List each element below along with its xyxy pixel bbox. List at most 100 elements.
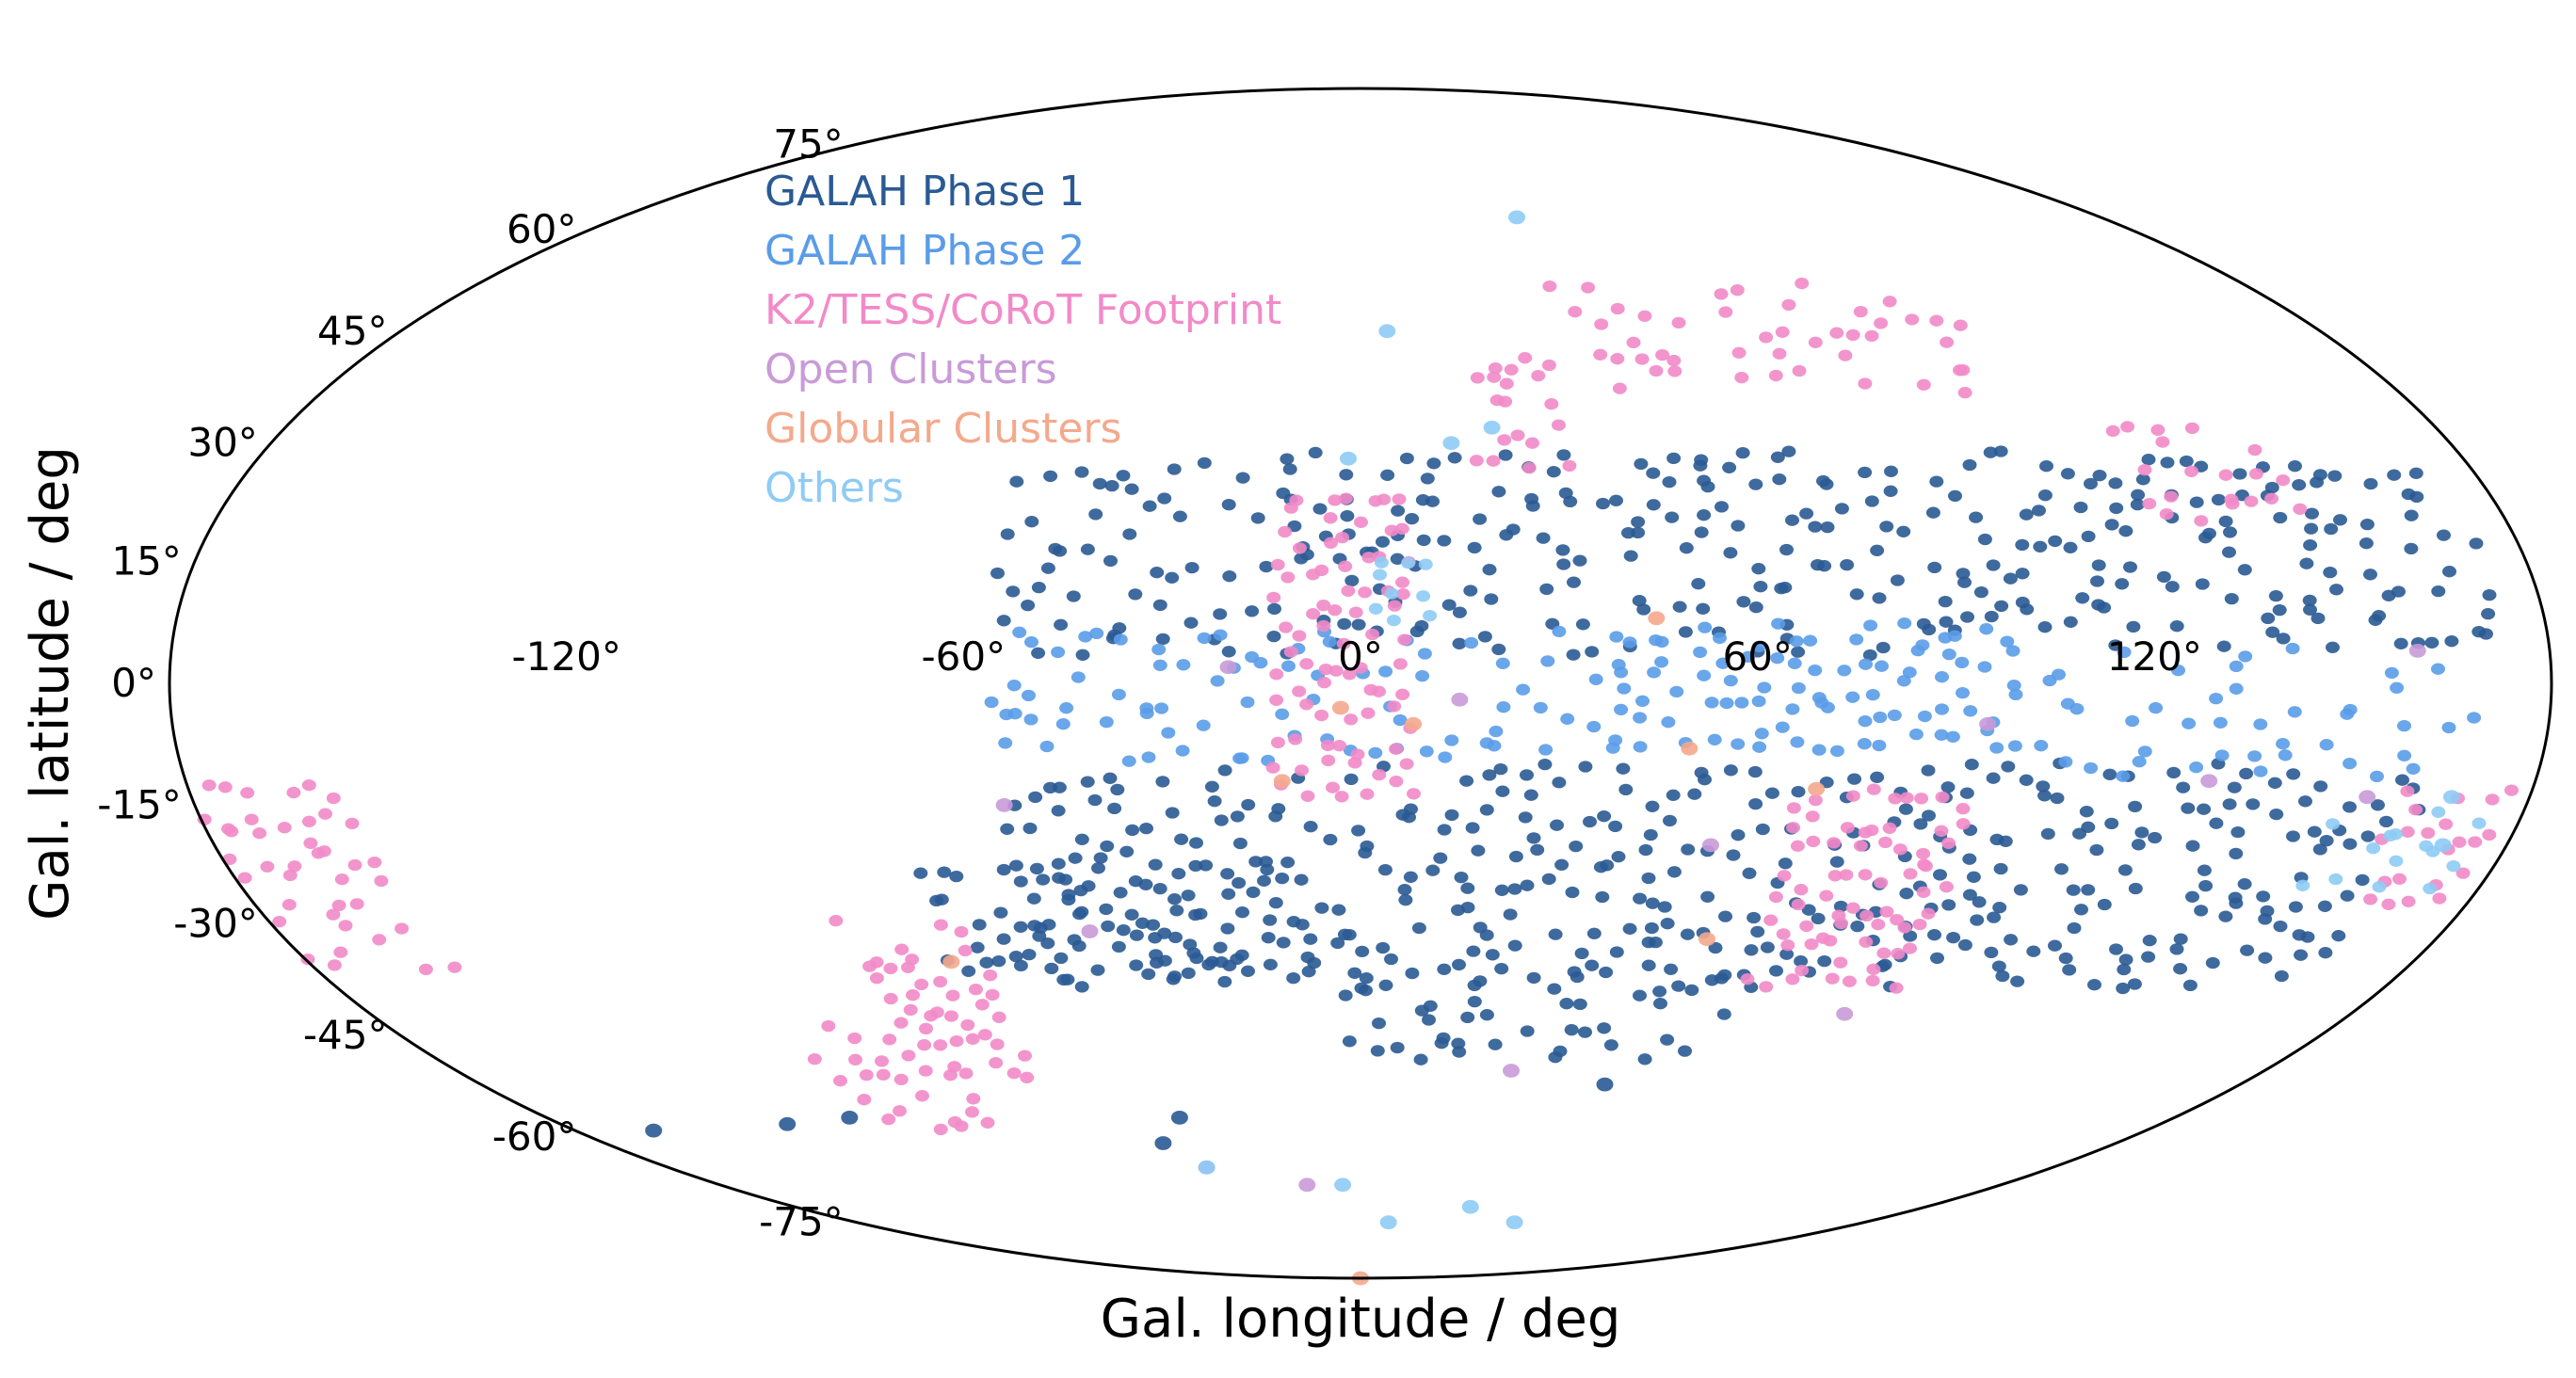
galah-phase-1-point [1054,618,1069,631]
galah-phase-1-point [1972,896,1987,908]
k2-tess-corot-footprint-point [1939,881,1954,893]
galah-phase-2-point [2370,770,2384,783]
galah-phase-1-point [1125,824,1140,837]
k2-tess-corot-footprint-point [2485,793,2500,806]
galah-phase-1-point [2319,834,2334,847]
galah-phase-1-point [2073,501,2088,514]
globular-clusters-point [1681,741,1699,756]
galah-phase-1-point [961,965,976,977]
galah-phase-1-point [1637,1053,1652,1066]
k2-tess-corot-footprint-point [1842,975,1857,987]
galah-phase-1-point [1103,554,1118,568]
galah-phase-1-point [2229,847,2244,860]
k2-tess-corot-footprint-point [277,822,292,834]
k2-tess-corot-footprint-point [914,978,929,991]
k2-tess-corot-footprint-point [1858,869,1873,881]
galah-phase-1-point [1507,939,1522,952]
data-points [197,210,2519,1286]
galah-phase-1-point [1460,901,1475,914]
k2-tess-corot-footprint-point [1342,668,1357,681]
galah-phase-1-point [1645,800,1660,812]
others-point [2372,881,2387,893]
galah-phase-1-point [1347,967,1362,979]
galah-phase-1-point [1220,868,1235,880]
galah-phase-1-point [1791,785,1806,798]
galah-phase-1-point [645,1123,663,1138]
k2-tess-corot-footprint-point [1781,298,1796,312]
k2-tess-corot-footprint-point [2468,836,2483,848]
y-tick-label: 15° [111,538,181,585]
k2-tess-corot-footprint-point [374,874,389,888]
k2-tess-corot-footprint-point [833,1075,847,1087]
galah-phase-1-point [1041,919,1056,931]
galah-phase-1-point [2141,951,2156,963]
galah-phase-1-point [1204,780,1219,793]
galah-phase-1-point [1031,647,1046,659]
galah-phase-1-point [1234,949,1249,961]
galah-phase-1-point [1217,764,1232,777]
galah-phase-1-point [1921,764,1936,777]
others-point [2295,879,2310,891]
k2-tess-corot-footprint-point [933,919,948,931]
k2-tess-corot-footprint-point [1759,331,1774,344]
galah-phase-1-point [2108,477,2123,489]
galah-phase-1-point [1680,928,1695,940]
galah-phase-2-point [1731,738,1746,750]
galah-phase-1-point [1119,845,1135,857]
k2-tess-corot-footprint-point [394,922,410,935]
galah-phase-2-point [1111,688,1126,701]
galah-phase-1-point [970,941,985,953]
k2-tess-corot-footprint-point [1934,825,1949,837]
k2-tess-corot-footprint-point [1916,847,1931,860]
galah-phase-1-point [1235,472,1250,484]
k2-tess-corot-footprint-point [1834,917,1849,930]
galah-phase-1-point [2063,541,2078,553]
k2-tess-corot-footprint-point [1799,920,1814,933]
k2-tess-corot-footprint-point [1921,907,1936,920]
galah-phase-1-point [1666,789,1681,801]
galah-phase-1-point [1150,567,1165,579]
galah-phase-2-point [1829,745,1844,758]
k2-tess-corot-footprint-point [1488,362,1503,375]
galah-phase-1-point [1261,932,1276,944]
galah-phase-1-point [2444,635,2459,648]
galah-phase-1-point [1697,509,1712,521]
galah-phase-1-point [1183,617,1199,629]
galah-phase-1-point [2131,839,2146,851]
k2-tess-corot-footprint-point [333,946,348,958]
k2-tess-corot-footprint-point [965,1033,980,1045]
galah-phase-2-point [2319,739,2334,751]
galah-phase-1-point [1933,869,1947,881]
galah-phase-1-point [913,867,928,879]
k2-tess-corot-footprint-point [2244,495,2259,507]
galah-phase-1-point [2276,633,2291,645]
k2-tess-corot-footprint-point [883,992,898,1005]
galah-phase-1-point [937,866,952,878]
k2-tess-corot-footprint-point [1395,576,1409,588]
galah-phase-1-point [1957,938,1972,952]
galah-phase-1-point [1694,454,1709,466]
galah-phase-1-point [2117,864,2133,876]
galah-phase-2-point [2058,756,2073,768]
k2-tess-corot-footprint-point [919,1022,933,1035]
galah-phase-1-point [1344,773,1359,786]
k2-tess-corot-footprint-point [983,969,998,982]
galah-phase-1-point [1595,890,1610,904]
galah-phase-1-point [1748,797,1763,810]
k2-tess-corot-footprint-point [1353,662,1368,674]
galah-phase-1-point [1479,1009,1494,1021]
k2-tess-corot-footprint-point [1957,386,1972,399]
galah-phase-2-point [1752,741,1767,753]
k2-tess-corot-footprint-point [1734,371,1749,384]
galah-phase-1-point [1879,521,1894,533]
k2-tess-corot-footprint-point [857,1093,872,1106]
k2-tess-corot-footprint-point [1318,663,1333,676]
galah-phase-1-point [2015,596,2030,609]
galah-phase-1-point [2393,637,2408,649]
k2-tess-corot-footprint-point [1825,972,1840,985]
galah-phase-1-point [2481,607,2496,620]
galah-phase-1-point [1666,452,1682,465]
k2-tess-corot-footprint-point [2276,474,2291,487]
galah-phase-1-point [949,870,964,883]
galah-phase-1-point [1801,904,1816,916]
